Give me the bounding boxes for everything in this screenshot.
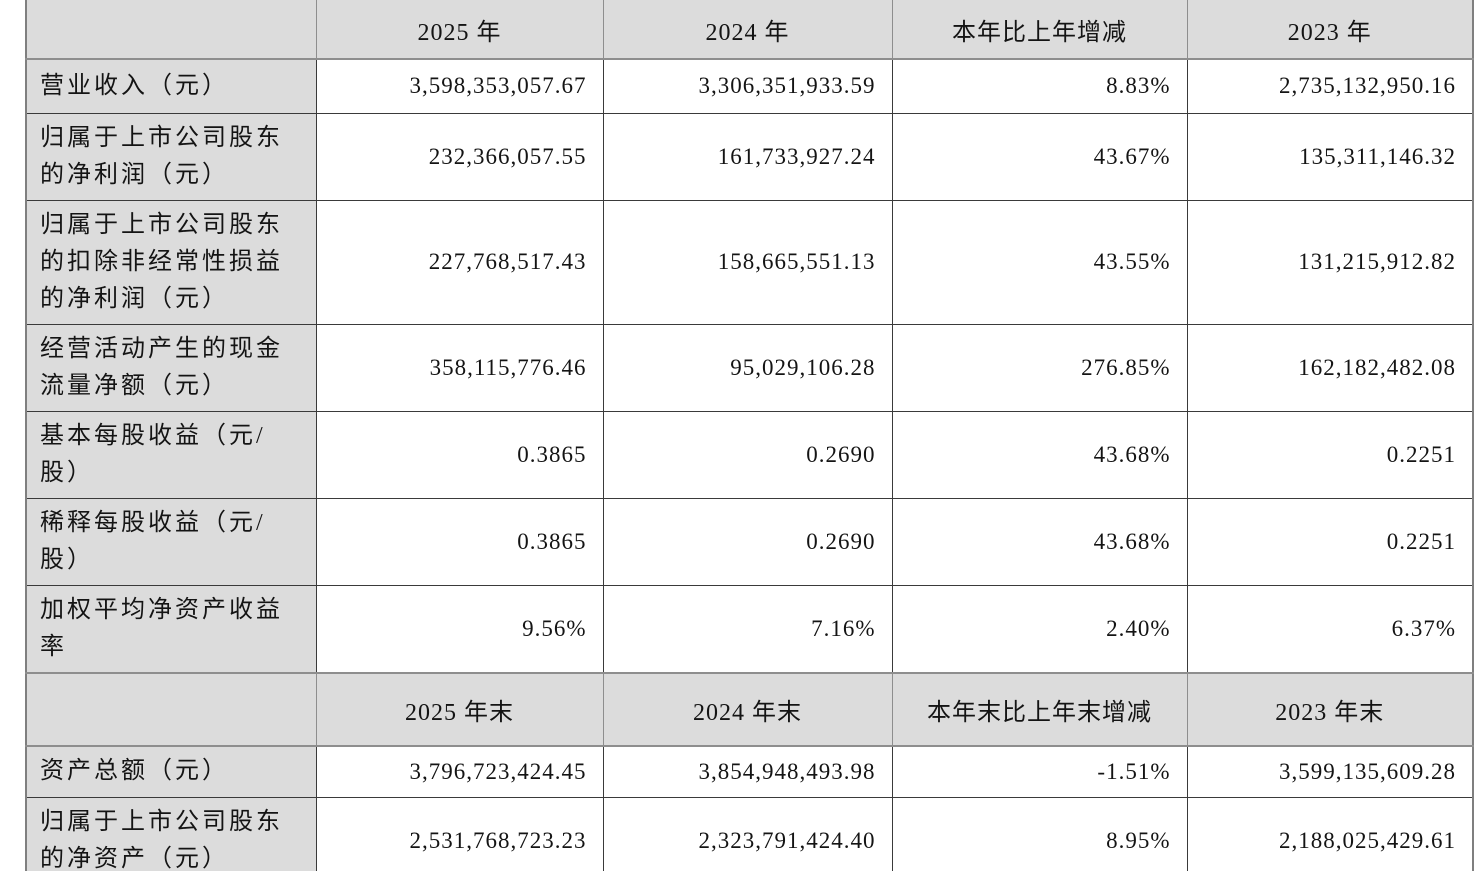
table-row: 归属于上市公司股东的净利润（元） 232,366,057.55 161,733,… — [25, 112, 1474, 201]
cell-value: 43.68% — [891, 497, 1188, 586]
financial-summary-table: 2025 年 2024 年 本年比上年增减 2023 年 营业收入（元） 3,5… — [25, 0, 1474, 871]
cell-value: -1.51% — [891, 745, 1188, 798]
header-corner-cell — [25, 0, 317, 60]
table-header-row-annual: 2025 年 2024 年 本年比上年增减 2023 年 — [25, 0, 1474, 60]
cell-value: 0.2251 — [1186, 410, 1474, 499]
header-corner-cell — [25, 671, 317, 747]
header-col-2025: 2025 年 — [315, 0, 604, 60]
cell-value: 43.67% — [891, 112, 1188, 201]
cell-value: 131,215,912.82 — [1186, 199, 1474, 325]
header-col-2024: 2024 年 — [602, 0, 893, 60]
header-col-yoy-change: 本年比上年增减 — [891, 0, 1188, 60]
cell-value: 43.55% — [891, 199, 1188, 325]
header-col-2023: 2023 年 — [1186, 0, 1474, 60]
table-row: 资产总额（元） 3,796,723,424.45 3,854,948,493.9… — [25, 745, 1474, 798]
table-row: 归属于上市公司股东的净资产（元） 2,531,768,723.23 2,323,… — [25, 797, 1474, 871]
row-label-net-assets: 归属于上市公司股东的净资产（元） — [25, 797, 317, 871]
table-row: 营业收入（元） 3,598,353,057.67 3,306,351,933.5… — [25, 58, 1474, 114]
row-label-operating-cash-flow: 经营活动产生的现金流量净额（元） — [25, 323, 317, 412]
row-label-basic-eps: 基本每股收益（元/股） — [25, 410, 317, 499]
cell-value: 0.2690 — [602, 497, 893, 586]
cell-value: 8.95% — [891, 797, 1188, 871]
cell-value: 95,029,106.28 — [602, 323, 893, 412]
cell-value: 135,311,146.32 — [1186, 112, 1474, 201]
cell-value: 162,182,482.08 — [1186, 323, 1474, 412]
table-row: 经营活动产生的现金流量净额（元） 358,115,776.46 95,029,1… — [25, 323, 1474, 412]
table-row: 加权平均净资产收益率 9.56% 7.16% 2.40% 6.37% — [25, 584, 1474, 673]
cell-value: 0.3865 — [315, 410, 604, 499]
cell-value: 3,599,135,609.28 — [1186, 745, 1474, 798]
cell-value: 2,323,791,424.40 — [602, 797, 893, 871]
cell-value: 158,665,551.13 — [602, 199, 893, 325]
cell-value: 2.40% — [891, 584, 1188, 673]
cell-value: 227,768,517.43 — [315, 199, 604, 325]
header-col-2024-end: 2024 年末 — [602, 671, 893, 747]
table-row: 归属于上市公司股东的扣除非经常性损益的净利润（元） 227,768,517.43… — [25, 199, 1474, 325]
row-label-weighted-avg-roe: 加权平均净资产收益率 — [25, 584, 317, 673]
header-col-2023-end: 2023 年末 — [1186, 671, 1474, 747]
header-col-2025-end: 2025 年末 — [315, 671, 604, 747]
cell-value: 0.2251 — [1186, 497, 1474, 586]
row-label-total-assets: 资产总额（元） — [25, 745, 317, 798]
table-row: 基本每股收益（元/股） 0.3865 0.2690 43.68% 0.2251 — [25, 410, 1474, 499]
cell-value: 9.56% — [315, 584, 604, 673]
cell-value: 7.16% — [602, 584, 893, 673]
cell-value: 6.37% — [1186, 584, 1474, 673]
row-label-net-profit-excl-nonrecurring: 归属于上市公司股东的扣除非经常性损益的净利润（元） — [25, 199, 317, 325]
cell-value: 0.3865 — [315, 497, 604, 586]
cell-value: 3,598,353,057.67 — [315, 58, 604, 114]
cell-value: 3,796,723,424.45 — [315, 745, 604, 798]
header-col-year-end-change: 本年末比上年末增减 — [891, 671, 1188, 747]
row-label-diluted-eps: 稀释每股收益（元/股） — [25, 497, 317, 586]
row-label-net-profit: 归属于上市公司股东的净利润（元） — [25, 112, 317, 201]
cell-value: 2,531,768,723.23 — [315, 797, 604, 871]
cell-value: 161,733,927.24 — [602, 112, 893, 201]
cell-value: 2,735,132,950.16 — [1186, 58, 1474, 114]
cell-value: 0.2690 — [602, 410, 893, 499]
cell-value: 2,188,025,429.61 — [1186, 797, 1474, 871]
cell-value: 3,306,351,933.59 — [602, 58, 893, 114]
row-label-revenue: 营业收入（元） — [25, 58, 317, 114]
cell-value: 43.68% — [891, 410, 1188, 499]
cell-value: 358,115,776.46 — [315, 323, 604, 412]
cell-value: 276.85% — [891, 323, 1188, 412]
table-row: 稀释每股收益（元/股） 0.3865 0.2690 43.68% 0.2251 — [25, 497, 1474, 586]
cell-value: 3,854,948,493.98 — [602, 745, 893, 798]
cell-value: 232,366,057.55 — [315, 112, 604, 201]
cell-value: 8.83% — [891, 58, 1188, 114]
table-header-row-year-end: 2025 年末 2024 年末 本年末比上年末增减 2023 年末 — [25, 671, 1474, 747]
